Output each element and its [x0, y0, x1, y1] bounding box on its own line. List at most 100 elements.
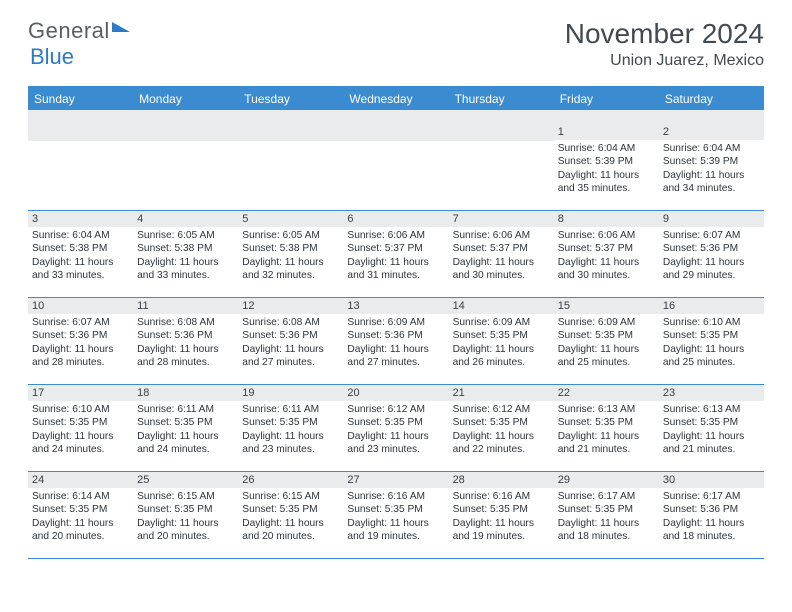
- day-number: 5: [238, 211, 343, 227]
- day-number: 7: [449, 211, 554, 227]
- day-number: 16: [659, 298, 764, 314]
- day-cell: 4Sunrise: 6:05 AMSunset: 5:38 PMDaylight…: [133, 211, 238, 297]
- sunrise-text: Sunrise: 6:17 AM: [663, 490, 760, 503]
- day-number: 19: [238, 385, 343, 401]
- day-number: [28, 124, 133, 141]
- day-cell: 26Sunrise: 6:15 AMSunset: 5:35 PMDayligh…: [238, 472, 343, 558]
- day-number: 4: [133, 211, 238, 227]
- day-body: Sunrise: 6:04 AMSunset: 5:39 PMDaylight:…: [554, 140, 659, 199]
- day-body: Sunrise: 6:10 AMSunset: 5:35 PMDaylight:…: [659, 314, 764, 373]
- spacer-row: [28, 110, 764, 124]
- dayhead-sun: Sunday: [28, 88, 133, 110]
- day-cell: 8Sunrise: 6:06 AMSunset: 5:37 PMDaylight…: [554, 211, 659, 297]
- sunset-text: Sunset: 5:35 PM: [558, 416, 655, 429]
- day-cell: 21Sunrise: 6:12 AMSunset: 5:35 PMDayligh…: [449, 385, 554, 471]
- day-number: 1: [554, 124, 659, 140]
- sunrise-text: Sunrise: 6:06 AM: [558, 229, 655, 242]
- sunset-text: Sunset: 5:35 PM: [453, 503, 550, 516]
- daylight-text: Daylight: 11 hours and 18 minutes.: [663, 517, 760, 544]
- week-row: 17Sunrise: 6:10 AMSunset: 5:35 PMDayligh…: [28, 385, 764, 472]
- day-number: 12: [238, 298, 343, 314]
- sunset-text: Sunset: 5:36 PM: [663, 242, 760, 255]
- sunset-text: Sunset: 5:37 PM: [558, 242, 655, 255]
- day-cell: 27Sunrise: 6:16 AMSunset: 5:35 PMDayligh…: [343, 472, 448, 558]
- sunrise-text: Sunrise: 6:06 AM: [347, 229, 444, 242]
- day-cell: 11Sunrise: 6:08 AMSunset: 5:36 PMDayligh…: [133, 298, 238, 384]
- day-body: Sunrise: 6:09 AMSunset: 5:35 PMDaylight:…: [449, 314, 554, 373]
- sunset-text: Sunset: 5:36 PM: [32, 329, 129, 342]
- sunset-text: Sunset: 5:35 PM: [663, 329, 760, 342]
- daylight-text: Daylight: 11 hours and 23 minutes.: [347, 430, 444, 457]
- sunrise-text: Sunrise: 6:12 AM: [347, 403, 444, 416]
- day-body: Sunrise: 6:05 AMSunset: 5:38 PMDaylight:…: [238, 227, 343, 286]
- daylight-text: Daylight: 11 hours and 20 minutes.: [137, 517, 234, 544]
- dayhead-wed: Wednesday: [343, 88, 448, 110]
- daylight-text: Daylight: 11 hours and 30 minutes.: [453, 256, 550, 283]
- day-cell: 28Sunrise: 6:16 AMSunset: 5:35 PMDayligh…: [449, 472, 554, 558]
- day-body: Sunrise: 6:06 AMSunset: 5:37 PMDaylight:…: [554, 227, 659, 286]
- day-body: Sunrise: 6:05 AMSunset: 5:38 PMDaylight:…: [133, 227, 238, 286]
- dayhead-fri: Friday: [554, 88, 659, 110]
- day-body: Sunrise: 6:10 AMSunset: 5:35 PMDaylight:…: [28, 401, 133, 460]
- day-number: 9: [659, 211, 764, 227]
- day-cell: 12Sunrise: 6:08 AMSunset: 5:36 PMDayligh…: [238, 298, 343, 384]
- day-body: Sunrise: 6:06 AMSunset: 5:37 PMDaylight:…: [343, 227, 448, 286]
- sunrise-text: Sunrise: 6:05 AM: [242, 229, 339, 242]
- day-body: Sunrise: 6:09 AMSunset: 5:35 PMDaylight:…: [554, 314, 659, 373]
- day-number: 28: [449, 472, 554, 488]
- day-number: 18: [133, 385, 238, 401]
- day-cell: 7Sunrise: 6:06 AMSunset: 5:37 PMDaylight…: [449, 211, 554, 297]
- sunrise-text: Sunrise: 6:17 AM: [558, 490, 655, 503]
- page-subtitle: Union Juarez, Mexico: [565, 52, 764, 70]
- day-body: Sunrise: 6:16 AMSunset: 5:35 PMDaylight:…: [449, 488, 554, 547]
- day-body: Sunrise: 6:12 AMSunset: 5:35 PMDaylight:…: [343, 401, 448, 460]
- sunrise-text: Sunrise: 6:04 AM: [663, 142, 760, 155]
- calendar-page: General November 2024 Union Juarez, Mexi…: [0, 0, 792, 577]
- day-number: 23: [659, 385, 764, 401]
- sunset-text: Sunset: 5:35 PM: [347, 416, 444, 429]
- day-number: 10: [28, 298, 133, 314]
- dayhead-sat: Saturday: [659, 88, 764, 110]
- day-number: 3: [28, 211, 133, 227]
- day-cell: 29Sunrise: 6:17 AMSunset: 5:35 PMDayligh…: [554, 472, 659, 558]
- sunset-text: Sunset: 5:35 PM: [242, 416, 339, 429]
- day-body: Sunrise: 6:15 AMSunset: 5:35 PMDaylight:…: [133, 488, 238, 547]
- sunset-text: Sunset: 5:38 PM: [137, 242, 234, 255]
- day-cell: 17Sunrise: 6:10 AMSunset: 5:35 PMDayligh…: [28, 385, 133, 471]
- day-cell: 6Sunrise: 6:06 AMSunset: 5:37 PMDaylight…: [343, 211, 448, 297]
- day-body: Sunrise: 6:11 AMSunset: 5:35 PMDaylight:…: [238, 401, 343, 460]
- day-cell: [343, 124, 448, 210]
- sunrise-text: Sunrise: 6:09 AM: [453, 316, 550, 329]
- sunrise-text: Sunrise: 6:10 AM: [663, 316, 760, 329]
- week-row: 3Sunrise: 6:04 AMSunset: 5:38 PMDaylight…: [28, 211, 764, 298]
- sunrise-text: Sunrise: 6:07 AM: [663, 229, 760, 242]
- logo-text-general: General: [28, 18, 110, 44]
- daylight-text: Daylight: 11 hours and 33 minutes.: [32, 256, 129, 283]
- sunset-text: Sunset: 5:35 PM: [558, 329, 655, 342]
- day-body: Sunrise: 6:04 AMSunset: 5:38 PMDaylight:…: [28, 227, 133, 286]
- day-cell: 15Sunrise: 6:09 AMSunset: 5:35 PMDayligh…: [554, 298, 659, 384]
- day-cell: [238, 124, 343, 210]
- daylight-text: Daylight: 11 hours and 27 minutes.: [242, 343, 339, 370]
- day-number: 13: [343, 298, 448, 314]
- day-number: 30: [659, 472, 764, 488]
- day-body: Sunrise: 6:13 AMSunset: 5:35 PMDaylight:…: [659, 401, 764, 460]
- day-body: Sunrise: 6:14 AMSunset: 5:35 PMDaylight:…: [28, 488, 133, 547]
- day-cell: 14Sunrise: 6:09 AMSunset: 5:35 PMDayligh…: [449, 298, 554, 384]
- sunset-text: Sunset: 5:35 PM: [663, 416, 760, 429]
- daylight-text: Daylight: 11 hours and 20 minutes.: [242, 517, 339, 544]
- sunrise-text: Sunrise: 6:14 AM: [32, 490, 129, 503]
- day-body: Sunrise: 6:08 AMSunset: 5:36 PMDaylight:…: [133, 314, 238, 373]
- day-cell: 3Sunrise: 6:04 AMSunset: 5:38 PMDaylight…: [28, 211, 133, 297]
- sunset-text: Sunset: 5:38 PM: [32, 242, 129, 255]
- daylight-text: Daylight: 11 hours and 34 minutes.: [663, 169, 760, 196]
- sunrise-text: Sunrise: 6:07 AM: [32, 316, 129, 329]
- week-row: 24Sunrise: 6:14 AMSunset: 5:35 PMDayligh…: [28, 472, 764, 559]
- sunset-text: Sunset: 5:35 PM: [137, 416, 234, 429]
- logo-text-blue: Blue: [30, 44, 74, 70]
- day-number: 8: [554, 211, 659, 227]
- day-body: Sunrise: 6:08 AMSunset: 5:36 PMDaylight:…: [238, 314, 343, 373]
- sunset-text: Sunset: 5:35 PM: [453, 329, 550, 342]
- day-number: [343, 124, 448, 141]
- day-number: 26: [238, 472, 343, 488]
